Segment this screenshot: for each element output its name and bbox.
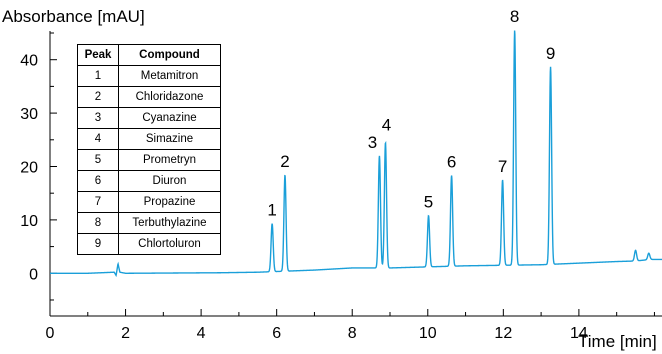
peak-label-2: 2 [280, 152, 289, 171]
compound-name-cell: Cyanazine [118, 107, 221, 129]
y-axis-title: Absorbance [mAU] [2, 7, 145, 26]
y-tick-label: 0 [29, 266, 38, 283]
compound-name-cell: Prometryn [118, 149, 221, 171]
table-body: 1 Metamitron 2 Chloridazone 3 Cyanazine 4 Simaz… [77, 65, 221, 255]
peak-number-cell: 1 [77, 65, 119, 87]
x-tick-label: 2 [121, 325, 130, 342]
x-tick-label: 6 [272, 325, 281, 342]
compound-name-cell: Diuron [118, 170, 221, 192]
peak-labels: 1 2 34 5 6 7 8 9 [267, 7, 555, 219]
compound-name-cell: Simazine [118, 128, 221, 150]
axes [49, 31, 662, 317]
peak-label-6: 6 [447, 152, 456, 171]
peak-label-1: 1 [267, 201, 276, 220]
y-axis-ticks: 0 10 20 30 40 [20, 32, 57, 301]
peak-label-3: 3 [368, 133, 377, 152]
peak-number-cell: 8 [77, 212, 119, 234]
compound-name-cell: Propazine [118, 191, 221, 213]
table-row: 8 Terbuthylazine [77, 212, 221, 234]
peak-number-cell: 5 [77, 149, 119, 171]
x-tick-label: 14 [570, 325, 588, 342]
peak-compound-table: Peak Compound 1 Metamitron 2 Chloridazone 3 C… [77, 44, 221, 255]
table-header-row: Peak Compound [77, 44, 221, 66]
y-tick-label: 20 [20, 159, 38, 176]
x-tick-label: 12 [494, 325, 512, 342]
chromatogram-trace [50, 30, 662, 278]
table-row: 4 Simazine [77, 128, 221, 150]
x-axis-title: Time [min] [578, 332, 657, 351]
peak-number-cell: 2 [77, 86, 119, 108]
compound-name-cell: Metamitron [118, 65, 221, 87]
x-axis-ticks: 0 2 4 6 8 10 12 14 [46, 309, 655, 342]
table-row: 1 Metamitron [77, 65, 221, 87]
peak-number-cell: 4 [77, 128, 119, 150]
peak-label-4: 4 [382, 115, 391, 134]
table-row: 2 Chloridazone [77, 86, 221, 108]
compound-name-cell: Chlortoluron [118, 233, 221, 255]
peak-label-9: 9 [546, 44, 555, 63]
table-row: 3 Cyanazine [77, 107, 221, 129]
compound-name-cell: Terbuthylazine [118, 212, 221, 234]
table-row: 5 Prometryn [77, 149, 221, 171]
peak-number-cell: 7 [77, 191, 119, 213]
x-tick-label: 8 [348, 325, 357, 342]
y-tick-label: 30 [20, 106, 38, 123]
compound-name-cell: Chloridazone [118, 86, 221, 108]
peak-number-cell: 6 [77, 170, 119, 192]
y-tick-label: 40 [20, 53, 38, 70]
peak-label-5: 5 [424, 193, 433, 212]
peak-label-7: 7 [498, 157, 507, 176]
peak-label-8: 8 [510, 7, 519, 26]
table-row: 9 Chlortoluron [77, 233, 221, 255]
x-tick-label: 0 [46, 325, 55, 342]
x-tick-label: 10 [419, 325, 437, 342]
table-row: 7 Propazine [77, 191, 221, 213]
peak-number-cell: 3 [77, 107, 119, 129]
table-row: 6 Diuron [77, 170, 221, 192]
y-tick-label: 10 [20, 213, 38, 230]
header-compound: Compound [118, 44, 221, 66]
peak-number-cell: 9 [77, 233, 119, 255]
header-peak: Peak [77, 44, 119, 66]
x-tick-label: 4 [197, 325, 206, 342]
